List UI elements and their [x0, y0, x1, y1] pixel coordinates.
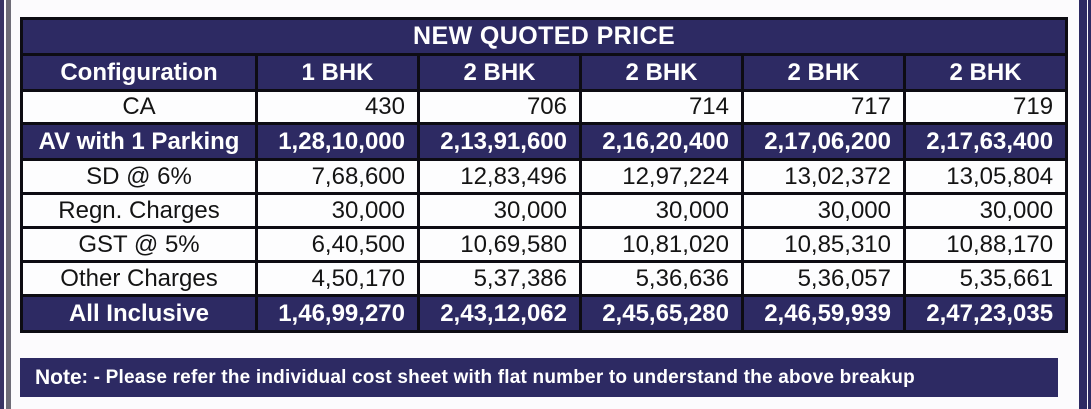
table-row: Regn. Charges 30,000 30,000 30,000 30,000 30,…	[20, 192, 1069, 229]
column-header-configuration: Configuration	[20, 53, 258, 92]
table-row: GST @ 5% 6,40,500 10,69,580 10,81,020 10,85,…	[20, 226, 1069, 263]
cell-value: 714	[579, 89, 744, 125]
cell-value: 6,40,500	[255, 226, 420, 263]
cell-value: 30,000	[255, 192, 420, 229]
cell-value: 5,35,661	[902, 260, 1069, 297]
cell-value: 12,83,496	[417, 158, 582, 195]
column-header-2-bhk-5: 2 BHK	[902, 53, 1069, 92]
cell-value: 430	[255, 89, 420, 125]
cell-value: 1,28,10,000	[255, 122, 420, 161]
cell-value: 7,68,600	[255, 158, 420, 195]
cell-value: 10,69,580	[417, 226, 582, 263]
note-label: Note	[35, 365, 82, 389]
left-edge-gray-stripe	[6, 0, 11, 409]
cell-value: 30,000	[741, 192, 906, 229]
row-label: Regn. Charges	[20, 192, 258, 229]
right-edge-inner-stripe	[1079, 0, 1087, 409]
cell-value: 5,36,636	[579, 260, 744, 297]
table-row: AV with 1 Parking 1,28,10,000 2,13,91,600 2…	[20, 122, 1069, 161]
row-label: Other Charges	[20, 260, 258, 297]
note-text: : - Please refer the individual cost she…	[81, 366, 915, 388]
cell-value: 2,45,65,280	[579, 294, 744, 333]
cell-value: 1,46,99,270	[255, 294, 420, 333]
cell-value: 30,000	[417, 192, 582, 229]
cell-value: 717	[741, 89, 906, 125]
cell-value: 2,13,91,600	[417, 122, 582, 161]
cell-value: 2,46,59,939	[741, 294, 906, 333]
cell-value: 10,81,020	[579, 226, 744, 263]
cell-value: 30,000	[902, 192, 1069, 229]
table-row: CA 430 706 714 717 719	[20, 89, 1069, 125]
cell-value: 706	[417, 89, 582, 125]
cell-value: 5,36,057	[741, 260, 906, 297]
cell-value: 2,47,23,035	[902, 294, 1069, 333]
row-label: All Inclusive	[20, 294, 258, 333]
cell-value: 12,97,224	[579, 158, 744, 195]
column-header-2-bhk-2: 2 BHK	[417, 53, 582, 92]
cell-value: 2,16,20,400	[579, 122, 744, 161]
cell-value: 2,17,06,200	[741, 122, 906, 161]
column-header-2-bhk-3: 2 BHK	[579, 53, 744, 92]
cell-value: 10,85,310	[741, 226, 906, 263]
cell-value: 719	[902, 89, 1069, 125]
row-label: CA	[20, 89, 258, 125]
column-header-2-bhk-4: 2 BHK	[741, 53, 906, 92]
note-bar: Note: - Please refer the individual cost…	[20, 358, 1058, 397]
table-row: Other Charges 4,50,170 5,37,386 5,36,636 5,3…	[20, 260, 1069, 297]
table-title: NEW QUOTED PRICE	[19, 17, 1069, 56]
header-row: Configuration 1 BHK 2 BHK 2 BHK 2 BHK 2 BHK	[20, 53, 1069, 92]
row-label: SD @ 6%	[20, 158, 258, 195]
cell-value: 4,50,170	[255, 260, 420, 297]
quoted-price-table: NEW QUOTED PRICE Configuration 1 BHK 2 BHK…	[19, 17, 1069, 333]
table-row: All Inclusive 1,46,99,270 2,43,12,062 2,45,…	[20, 294, 1069, 333]
cell-value: 13,02,372	[741, 158, 906, 195]
cell-value: 2,43,12,062	[417, 294, 582, 333]
cell-value: 13,05,804	[902, 158, 1069, 195]
row-label: GST @ 5%	[20, 226, 258, 263]
cell-value: 2,17,63,400	[902, 122, 1069, 161]
cell-value: 5,37,386	[417, 260, 582, 297]
column-header-1-bhk-1: 1 BHK	[255, 53, 420, 92]
row-label: AV with 1 Parking	[20, 122, 258, 161]
cell-value: 30,000	[579, 192, 744, 229]
title-row: NEW QUOTED PRICE	[19, 17, 1069, 56]
cell-value: 10,88,170	[902, 226, 1069, 263]
table-row: SD @ 6% 7,68,600 12,83,496 12,97,224 13,02,3…	[20, 158, 1069, 195]
table-body: CA 430 706 714 717 719 AV with 1 Parking 1,28,1…	[20, 89, 1069, 333]
left-edge-navy-stripe	[0, 0, 4, 409]
right-edge-outer-stripe	[1088, 0, 1091, 409]
